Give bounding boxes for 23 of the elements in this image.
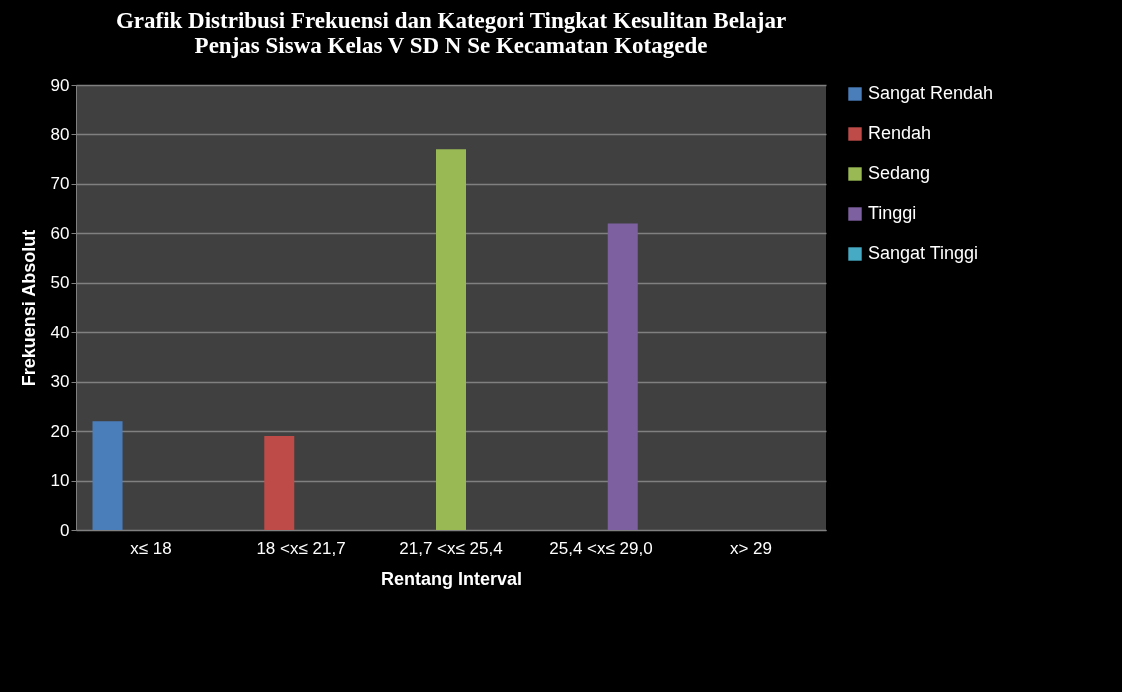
x-tick-label: 18 <x≤ 21,7 <box>256 538 346 558</box>
y-tick-label: 20 <box>50 421 70 441</box>
chart-title: Grafik Distribusi Frekuensi dan Kategori Tingkat Kesulitan Belajar Penjas Siswa Kelas V SD N Se Kecamatan Kotagede <box>115 8 787 58</box>
legend-label: Rendah <box>868 123 932 143</box>
y-tick-label: 70 <box>50 174 70 194</box>
y-axis-title: Frekuensi Absolut <box>18 229 39 387</box>
x-tick-label: x> 29 <box>729 538 773 558</box>
legend-label: Sedang <box>868 163 931 183</box>
x-tick-label: x≤ 18 <box>130 538 172 558</box>
y-tick-label: 90 <box>50 75 70 95</box>
y-tick-label: 40 <box>50 322 70 342</box>
x-axis-title: Rentang Interval <box>380 568 523 589</box>
legend-label: Tinggi <box>868 203 917 223</box>
y-tick-label: 50 <box>50 273 70 293</box>
legend-label: Sangat Tinggi <box>868 243 979 263</box>
y-tick-label: 30 <box>50 372 70 392</box>
x-tick-label: 25,4 <x≤ 29,0 <box>549 538 653 558</box>
x-tick-label: 21,7 <x≤ 25,4 <box>399 538 503 558</box>
y-tick-label: 80 <box>50 124 70 144</box>
legend-label: Sangat Rendah <box>868 83 994 103</box>
y-tick-label: 10 <box>50 471 70 491</box>
y-tick-label: 0 <box>60 520 70 540</box>
y-tick-label: 60 <box>50 223 70 243</box>
